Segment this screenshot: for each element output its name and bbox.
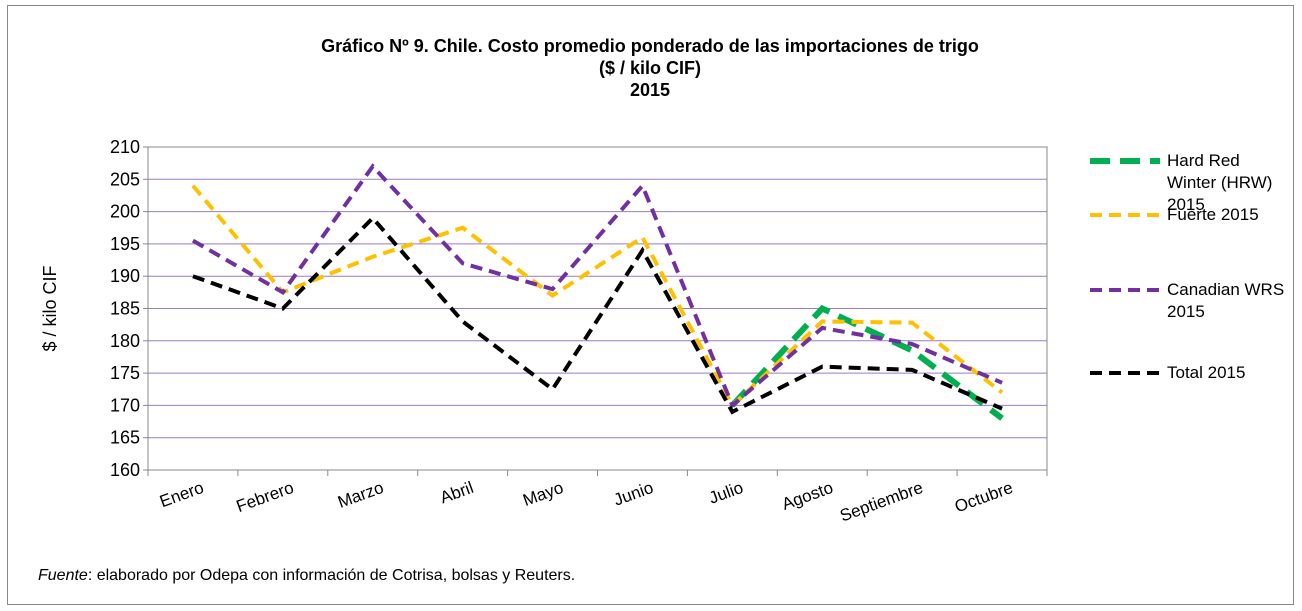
y-tick-label: 175	[110, 363, 140, 383]
source-text: : elaborado por Odepa con información de…	[87, 567, 576, 584]
x-tick-label: Abril	[438, 478, 476, 507]
y-tick-label: 205	[110, 169, 140, 189]
x-tick-label: Enero	[157, 478, 206, 511]
y-tick-label: 210	[110, 137, 140, 157]
series-line	[191, 184, 1004, 409]
x-tick-label: Julio	[706, 478, 745, 508]
y-axis-label: $ / kilo CIF	[40, 265, 60, 351]
y-tick-label: 160	[110, 460, 140, 480]
x-tick-label: Mayo	[520, 478, 566, 510]
series-line	[730, 304, 1004, 421]
y-tick-label: 165	[110, 428, 140, 448]
y-tick-label: 195	[110, 234, 140, 254]
legend-label: Fuerte 2015	[1167, 205, 1259, 224]
x-tick-label: Febrero	[234, 478, 296, 516]
frame	[7, 5, 1294, 605]
x-tick-label: Agosto	[779, 478, 835, 514]
y-tick-label: 200	[110, 202, 140, 222]
series-line	[191, 163, 1003, 409]
y-tick-label: 170	[110, 395, 140, 415]
source: Fuente: elaborado por Odepa con informac…	[38, 567, 575, 585]
x-tick-label: Octubre	[952, 478, 1015, 517]
series-line	[192, 215, 1003, 415]
chart-title: Gráfico Nº 9. Chile. Costo promedio pond…	[321, 36, 979, 56]
chart-title: 2015	[630, 80, 670, 100]
source-label: Fuente	[38, 567, 88, 584]
legend-label: Total 2015	[1167, 363, 1246, 382]
x-tick-label: Junio	[611, 478, 656, 510]
chart-title: ($ / kilo CIF)	[599, 58, 701, 78]
x-tick-label: Marzo	[335, 478, 386, 512]
y-tick-label: 180	[110, 331, 140, 351]
y-tick-label: 190	[110, 266, 140, 286]
y-tick-label: 185	[110, 299, 140, 319]
legend-label: Hard Red Winter (HRW) 2015	[1167, 151, 1273, 214]
x-tick-label: Septiembre	[837, 478, 925, 526]
legend-label: Canadian WRS 2015	[1167, 280, 1285, 321]
